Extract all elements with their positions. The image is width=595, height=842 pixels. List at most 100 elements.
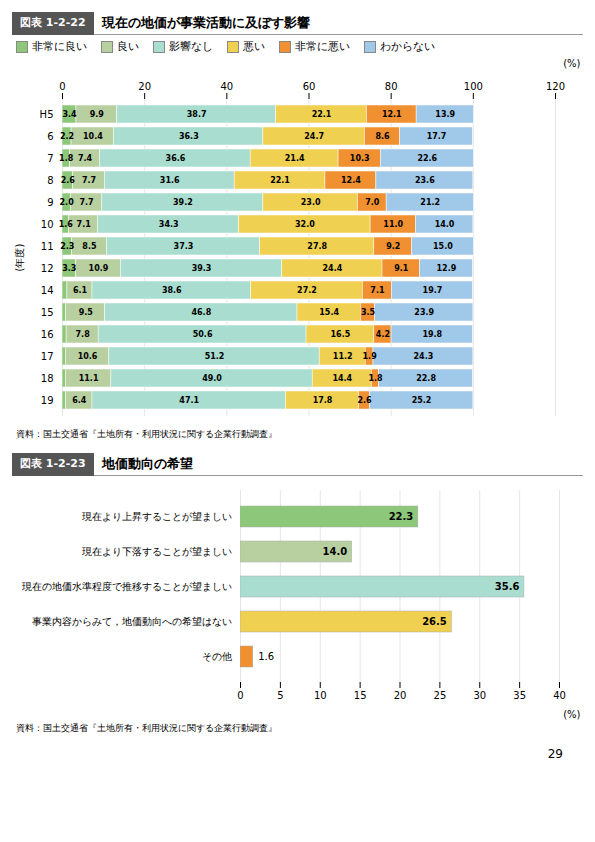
svg-text:現在より下落することが望ましい: 現在より下落することが望ましい [82, 546, 232, 557]
svg-text:3.4: 3.4 [62, 110, 77, 119]
svg-text:12: 12 [41, 263, 54, 274]
svg-text:2.6: 2.6 [357, 396, 372, 405]
svg-text:15: 15 [354, 690, 367, 701]
svg-text:10.3: 10.3 [350, 154, 370, 163]
svg-text:17.8: 17.8 [313, 396, 333, 405]
svg-text:2.0: 2.0 [60, 198, 75, 207]
svg-text:14: 14 [41, 285, 54, 296]
svg-text:36.3: 36.3 [179, 132, 199, 141]
svg-text:7: 7 [47, 153, 53, 164]
svg-text:3.5: 3.5 [361, 308, 376, 317]
svg-text:22.3: 22.3 [389, 511, 414, 522]
svg-text:47.1: 47.1 [179, 396, 199, 405]
svg-text:60: 60 [303, 81, 316, 92]
svg-text:14.4: 14.4 [332, 374, 352, 383]
svg-text:23.9: 23.9 [414, 308, 434, 317]
svg-text:2.6: 2.6 [61, 176, 76, 185]
svg-text:27.8: 27.8 [307, 242, 327, 251]
svg-text:24.3: 24.3 [414, 352, 434, 361]
svg-text:22.1: 22.1 [312, 110, 332, 119]
svg-text:7.7: 7.7 [82, 176, 96, 185]
svg-text:7.4: 7.4 [78, 154, 93, 163]
svg-text:事業内容からみて，地価動向への希望はない: 事業内容からみて，地価動向への希望はない [32, 616, 232, 627]
svg-text:(%): (%) [563, 58, 580, 69]
svg-text:0: 0 [237, 690, 243, 701]
svg-text:21.4: 21.4 [285, 154, 305, 163]
svg-text:22.8: 22.8 [416, 374, 436, 383]
svg-text:16.5: 16.5 [331, 330, 351, 339]
svg-text:その他: その他 [202, 651, 232, 662]
svg-text:36.6: 36.6 [166, 154, 186, 163]
svg-text:26.5: 26.5 [422, 616, 447, 627]
svg-text:4.2: 4.2 [376, 330, 390, 339]
svg-text:80: 80 [385, 81, 398, 92]
svg-text:25.2: 25.2 [412, 396, 432, 405]
svg-text:9.5: 9.5 [79, 308, 94, 317]
svg-text:24.7: 24.7 [304, 132, 324, 141]
svg-text:(年度): (年度) [14, 244, 25, 272]
svg-text:38.7: 38.7 [187, 110, 207, 119]
svg-text:1.8: 1.8 [368, 374, 383, 383]
svg-text:39.3: 39.3 [192, 264, 212, 273]
svg-text:35: 35 [513, 690, 526, 701]
svg-text:現在の地価水準程度で推移することが望ましい: 現在の地価水準程度で推移することが望ましい [22, 581, 232, 592]
svg-text:12.4: 12.4 [341, 176, 361, 185]
svg-text:19.8: 19.8 [422, 330, 442, 339]
svg-text:9.1: 9.1 [394, 264, 409, 273]
svg-text:31.6: 31.6 [160, 176, 180, 185]
svg-text:7.1: 7.1 [370, 286, 385, 295]
svg-text:12.9: 12.9 [437, 264, 457, 273]
svg-text:13.9: 13.9 [435, 110, 455, 119]
svg-text:15.0: 15.0 [433, 242, 453, 251]
svg-text:11.1: 11.1 [79, 374, 99, 383]
svg-text:35.6: 35.6 [495, 581, 520, 592]
svg-text:6.1: 6.1 [73, 286, 88, 295]
svg-text:23.6: 23.6 [415, 176, 435, 185]
svg-text:17.7: 17.7 [427, 132, 447, 141]
svg-text:32.0: 32.0 [295, 220, 315, 229]
svg-text:21.2: 21.2 [420, 198, 440, 207]
svg-text:1.6: 1.6 [258, 651, 274, 662]
svg-text:24.4: 24.4 [323, 264, 343, 273]
svg-text:46.8: 46.8 [191, 308, 211, 317]
svg-text:2.3: 2.3 [60, 242, 74, 251]
svg-text:7.1: 7.1 [77, 220, 92, 229]
svg-text:9: 9 [47, 197, 53, 208]
svg-text:8.5: 8.5 [82, 242, 97, 251]
svg-text:22.6: 22.6 [417, 154, 437, 163]
svg-text:100: 100 [464, 81, 483, 92]
svg-text:39.2: 39.2 [173, 198, 193, 207]
svg-text:22.1: 22.1 [270, 176, 290, 185]
svg-text:5: 5 [277, 690, 283, 701]
svg-text:20: 20 [394, 690, 407, 701]
svg-text:40: 40 [553, 690, 566, 701]
svg-text:11: 11 [41, 241, 54, 252]
svg-text:1.8: 1.8 [59, 154, 74, 163]
svg-text:30: 30 [473, 690, 486, 701]
svg-text:8.6: 8.6 [375, 132, 390, 141]
svg-text:10: 10 [41, 219, 54, 230]
svg-text:15.4: 15.4 [319, 308, 339, 317]
svg-text:40: 40 [220, 81, 233, 92]
svg-text:17: 17 [41, 351, 54, 362]
svg-text:H5: H5 [40, 109, 54, 120]
svg-text:3.3: 3.3 [62, 264, 76, 273]
svg-text:19: 19 [41, 395, 54, 406]
svg-text:6: 6 [47, 131, 53, 142]
svg-text:37.3: 37.3 [174, 242, 194, 251]
svg-text:27.2: 27.2 [297, 286, 317, 295]
svg-text:6.4: 6.4 [72, 396, 87, 405]
svg-text:25: 25 [434, 690, 447, 701]
svg-text:14.0: 14.0 [322, 546, 347, 557]
svg-text:10.9: 10.9 [89, 264, 109, 273]
svg-text:14.0: 14.0 [435, 220, 455, 229]
svg-text:(%): (%) [563, 709, 580, 720]
svg-text:18: 18 [41, 373, 54, 384]
svg-text:0: 0 [59, 81, 65, 92]
svg-text:20: 20 [138, 81, 151, 92]
svg-text:16: 16 [41, 329, 54, 340]
svg-text:現在より上昇することが望ましい: 現在より上昇することが望ましい [82, 511, 232, 522]
svg-text:23.0: 23.0 [301, 198, 321, 207]
svg-text:11.0: 11.0 [383, 220, 403, 229]
svg-text:1.6: 1.6 [59, 220, 74, 229]
